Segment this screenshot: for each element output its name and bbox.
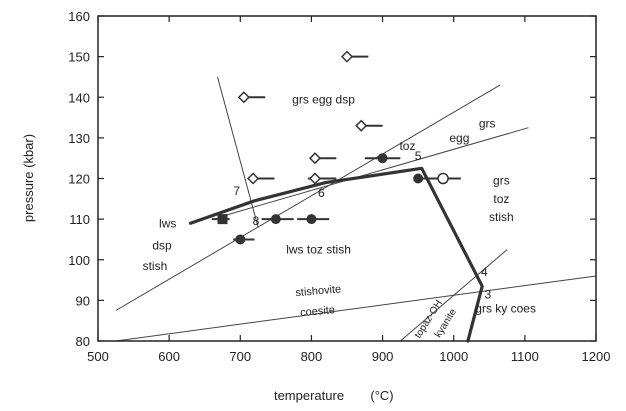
- data-point-circle: [306, 214, 317, 225]
- phase-field-label: stishovite: [295, 283, 342, 299]
- y-tick-label: 160: [68, 9, 90, 24]
- reaction-line: [217, 76, 259, 228]
- phase-field-label: grs egg dsp: [292, 92, 355, 106]
- y-tick-label: 110: [69, 212, 90, 227]
- invariant-point-label: 3: [485, 287, 492, 301]
- x-axis-label: temperature: [274, 388, 344, 403]
- data-point-open-circle: [437, 172, 449, 185]
- phase-field-label: toz: [493, 192, 509, 206]
- phase-field-label: egg: [449, 131, 469, 145]
- x-tick-label: 900: [372, 349, 394, 364]
- y-tick-label: 80: [76, 334, 90, 349]
- reaction-line: [225, 127, 529, 216]
- x-axis-unit: (°C): [370, 388, 393, 403]
- invariant-point-label: 6: [318, 186, 325, 200]
- data-point-square: [217, 214, 228, 225]
- bold-boundary-line: [188, 166, 484, 343]
- data-point-diamond: [308, 172, 322, 185]
- y-tick-label: 90: [76, 293, 90, 308]
- phase-field-label: grs: [493, 174, 510, 188]
- data-point-diamond: [340, 50, 354, 63]
- x-tick-label: 700: [229, 349, 251, 364]
- x-tick-label: 600: [158, 349, 180, 364]
- data-point-diamond: [355, 119, 368, 132]
- y-tick-label: 130: [68, 131, 90, 146]
- y-axis-label: pressure (kbar): [21, 134, 36, 222]
- x-tick-label: 1100: [511, 349, 539, 364]
- phase-field-label: stish: [143, 259, 168, 273]
- y-tick-label: 120: [68, 172, 90, 187]
- reaction-lines: [115, 76, 597, 342]
- x-tick-label: 1200: [582, 349, 611, 364]
- invariant-point-label: 8: [253, 214, 260, 228]
- bold-phase-boundaries: [188, 166, 484, 343]
- invariant-point-label: 4: [481, 265, 488, 279]
- data-point-diamond: [308, 152, 322, 165]
- data-point-diamond: [237, 91, 250, 104]
- invariant-point-label: 5: [415, 149, 422, 163]
- x-axis-ticks: 500 600 700 800 900 1000 1100 1200: [87, 16, 610, 364]
- data-point-circle: [270, 214, 281, 225]
- error-bars: [211, 55, 461, 241]
- invariant-point-labels: 4 3 5 6 7 8: [233, 149, 491, 301]
- phase-field-label: coesite: [300, 304, 336, 319]
- phase-field-label: dsp: [152, 239, 172, 253]
- field-labels: grs egg dspgrseggtozgrstozstishlwsdspsti…: [143, 92, 536, 340]
- phase-field-label: stish: [489, 210, 514, 224]
- phase-field-label: grs: [479, 117, 496, 131]
- data-markers: [217, 50, 449, 245]
- phase-field-label: toz: [399, 139, 415, 153]
- plot-frame: [97, 15, 597, 342]
- data-point-diamond: [247, 172, 260, 185]
- reaction-line: [400, 249, 508, 342]
- y-tick-label: 100: [68, 253, 90, 268]
- reaction-line: [115, 84, 501, 311]
- phase-field-label: lws: [159, 216, 176, 230]
- x-tick-label: 1000: [439, 349, 468, 364]
- invariant-point-label: 7: [233, 184, 240, 198]
- x-tick-label: 500: [87, 349, 109, 364]
- data-point-circle: [377, 153, 388, 164]
- y-tick-label: 150: [68, 50, 90, 65]
- data-point-circle: [413, 173, 424, 184]
- phase-field-label: lws toz stish: [286, 243, 351, 257]
- y-tick-label: 140: [68, 90, 90, 105]
- data-point-circle: [235, 234, 246, 245]
- x-tick-label: 800: [301, 349, 323, 364]
- phase-field-label: grs ky coes: [475, 302, 536, 316]
- reaction-line: [115, 275, 597, 342]
